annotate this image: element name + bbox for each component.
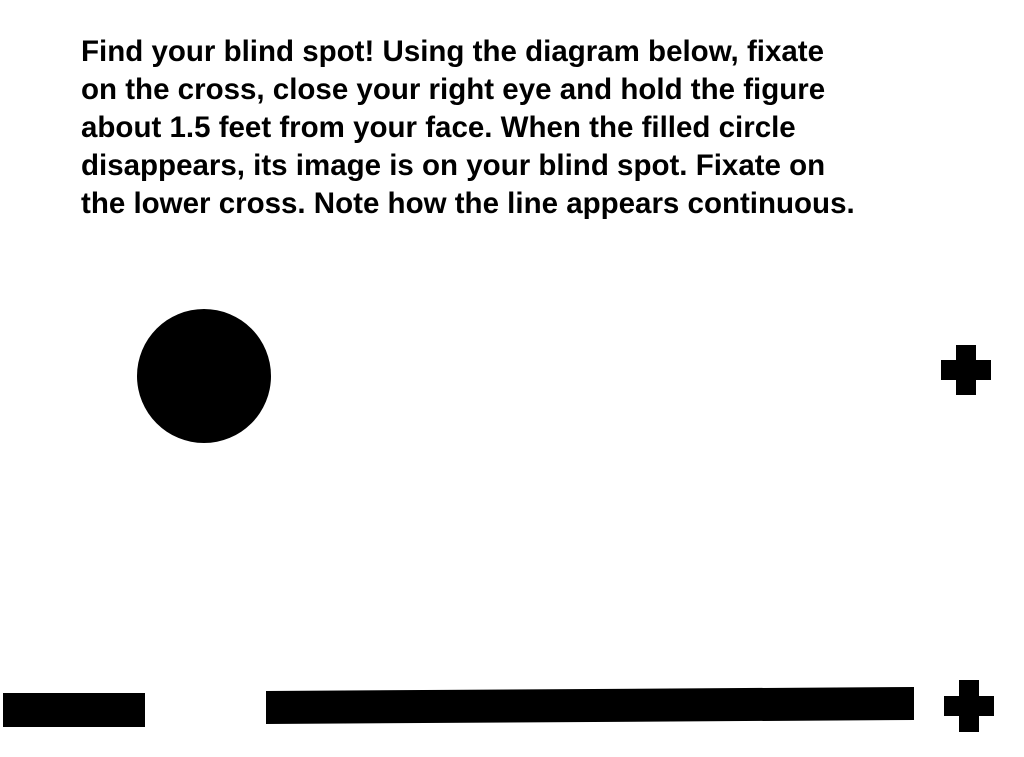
filled-circle: [137, 309, 271, 443]
instructions-line-1: Find your blind spot! Using the diagram …: [81, 35, 825, 68]
instructions-line-5: the lower cross. Note how the line appea…: [81, 187, 855, 220]
instructions-text: Find your blind spot! Using the diagram …: [81, 33, 1001, 223]
instructions-line-4: disappears, its image is on your blind s…: [81, 149, 826, 182]
instructions-line-2: on the cross, close your right eye and h…: [81, 73, 826, 106]
lower-cross-horizontal-bar: [944, 696, 994, 716]
line-right-segment: [266, 687, 914, 724]
line-left-segment: [3, 693, 145, 727]
upper-cross-horizontal-bar: [941, 360, 991, 380]
instructions-line-3: about 1.5 feet from your face. When the …: [81, 111, 796, 144]
upper-fixation-cross: [941, 345, 991, 395]
lower-fixation-cross: [944, 680, 994, 732]
